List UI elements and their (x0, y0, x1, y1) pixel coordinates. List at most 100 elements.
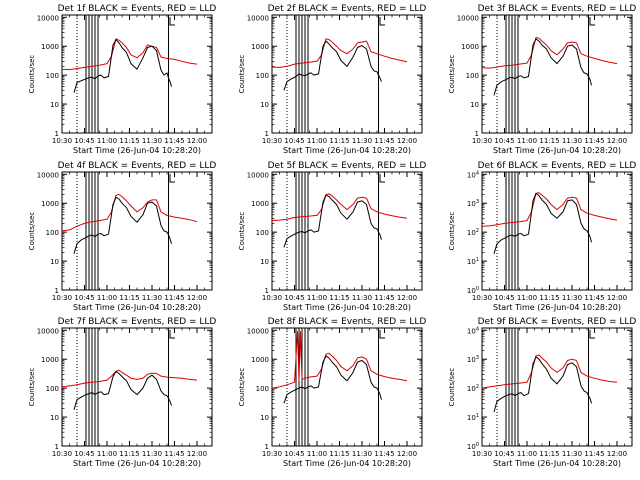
x-tick-label: 11:00 (517, 294, 537, 302)
y-tick-label: 1 (55, 287, 59, 295)
y-tick-label: 101 (467, 413, 479, 422)
y-axis-title: Counts/sec (28, 212, 36, 251)
events-series-line (493, 38, 592, 96)
x-tick-label: 12:00 (397, 294, 417, 302)
x-tick-label: 11:15 (119, 450, 139, 458)
panel-title: Det 1f BLACK = Events, RED = LLD (58, 4, 217, 14)
y-tick-label: 100 (466, 72, 479, 80)
x-tick-label: 11:00 (307, 137, 327, 145)
events-series-line (73, 196, 172, 254)
panel-title: Det 7f BLACK = Events, RED = LLD (58, 317, 217, 327)
x-tick-label: 12:00 (397, 450, 417, 458)
panel-3: Det 3f BLACK = Events, RED = LLD 1 10 100 10… (448, 4, 636, 155)
x-tick-label: 10:30 (262, 450, 282, 458)
panel-title: Det 4f BLACK = Events, RED = LLD (58, 161, 217, 171)
y-tick-label: 100 (46, 385, 59, 393)
y-tick-label: 10000 (37, 327, 59, 335)
interval-bracket (379, 17, 385, 26)
events-series-line (283, 40, 382, 91)
x-tick-label: 11:30 (142, 450, 162, 458)
y-axis-title: Counts/sec (238, 212, 246, 251)
y-tick-label: 100 (256, 385, 269, 393)
y-tick-label: 1 (265, 443, 269, 451)
plot-frame (481, 14, 633, 134)
y-tick-label: 1000 (461, 43, 479, 51)
x-axis-title: Start Time (26-Jun-04 10:28:20) (283, 146, 411, 155)
x-tick-label: 11:15 (539, 137, 559, 145)
lld-series-line (61, 38, 198, 71)
y-tick-label: 1000 (41, 43, 59, 51)
x-tick-label: 11:45 (374, 137, 394, 145)
x-tick-label: 11:00 (307, 294, 327, 302)
y-tick-label: 10000 (457, 14, 479, 22)
y-tick-label: 10 (50, 101, 59, 109)
lld-series-line (481, 37, 618, 69)
y-axis-title: Counts/sec (448, 368, 456, 407)
x-tick-label: 11:45 (164, 294, 184, 302)
x-tick-label: 11:30 (142, 294, 162, 302)
events-series-line (283, 194, 382, 248)
lld-series-line (271, 38, 408, 68)
events-series-line (73, 39, 172, 93)
x-axis-title: Start Time (26-Jun-04 10:28:20) (283, 303, 411, 312)
interval-bracket (379, 330, 385, 339)
lld-series-line (481, 354, 618, 389)
panel-1: Det 1f BLACK = Events, RED = LLD 1 10 100 10… (28, 4, 216, 155)
interval-bracket (589, 330, 595, 339)
y-tick-label: 1000 (41, 356, 59, 364)
x-tick-label: 11:30 (352, 450, 372, 458)
y-tick-label: 104 (467, 170, 479, 179)
y-axis-title: Counts/sec (448, 212, 456, 251)
y-tick-label: 100 (256, 72, 269, 80)
panel-title: Det 9f BLACK = Events, RED = LLD (478, 317, 637, 327)
x-tick-label: 10:45 (74, 137, 94, 145)
panel-9: Det 9f BLACK = Events, RED = LLD 100 101 10… (448, 317, 636, 468)
y-axis-title: Counts/sec (238, 55, 246, 94)
y-tick-label: 1 (265, 287, 269, 295)
x-tick-label: 11:15 (539, 450, 559, 458)
x-tick-label: 10:45 (284, 294, 304, 302)
x-axis-title: Start Time (26-Jun-04 10:28:20) (73, 459, 201, 468)
y-tick-label: 10 (50, 258, 59, 266)
x-tick-label: 11:00 (97, 137, 117, 145)
x-tick-label: 11:30 (142, 137, 162, 145)
y-tick-label: 1 (475, 130, 479, 138)
panel-8: Det 8f BLACK = Events, RED = LLD 1 10 100 10… (238, 317, 426, 468)
events-series-line (73, 370, 172, 410)
x-tick-label: 11:30 (562, 450, 582, 458)
x-tick-label: 10:45 (284, 137, 304, 145)
x-tick-label: 11:00 (517, 450, 537, 458)
y-tick-label: 103 (467, 355, 479, 364)
x-tick-label: 11:15 (119, 137, 139, 145)
plot-frame (61, 327, 213, 447)
x-tick-label: 11:30 (562, 294, 582, 302)
x-tick-label: 12:00 (607, 294, 627, 302)
x-tick-label: 11:15 (329, 450, 349, 458)
y-tick-label: 10 (260, 414, 269, 422)
y-axis-title: Counts/sec (28, 368, 36, 407)
x-tick-label: 11:45 (584, 450, 604, 458)
lld-series-line (61, 194, 198, 232)
y-tick-label: 101 (467, 257, 479, 266)
x-tick-label: 10:30 (472, 450, 492, 458)
x-tick-label: 11:15 (119, 294, 139, 302)
panel-6: Det 6f BLACK = Events, RED = LLD 100 101 10… (448, 161, 636, 312)
y-tick-label: 1 (55, 443, 59, 451)
y-tick-label: 102 (467, 228, 479, 237)
y-tick-label: 1 (55, 130, 59, 138)
y-tick-label: 10 (260, 101, 269, 109)
x-tick-label: 11:30 (562, 137, 582, 145)
x-tick-label: 10:30 (52, 294, 72, 302)
y-tick-label: 10 (50, 414, 59, 422)
x-tick-label: 11:45 (584, 294, 604, 302)
y-tick-label: 1000 (251, 356, 269, 364)
y-tick-label: 10000 (37, 171, 59, 179)
x-tick-label: 10:30 (262, 137, 282, 145)
x-tick-label: 11:15 (329, 294, 349, 302)
y-tick-label: 10000 (247, 327, 269, 335)
panel-5: Det 5f BLACK = Events, RED = LLD 1 10 100 10… (238, 161, 426, 312)
lld-series-line (481, 192, 618, 227)
x-tick-label: 11:45 (374, 294, 394, 302)
x-tick-label: 12:00 (607, 137, 627, 145)
